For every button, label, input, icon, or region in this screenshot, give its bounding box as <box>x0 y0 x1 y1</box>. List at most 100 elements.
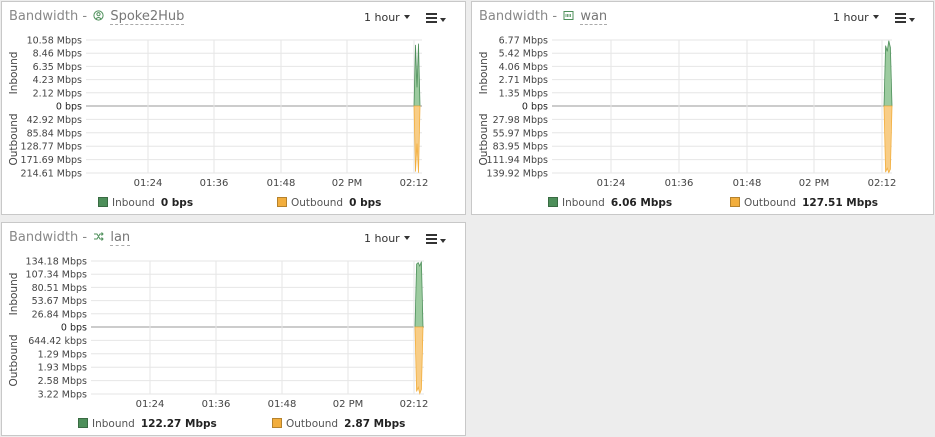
title-prefix: Bandwidth - <box>9 230 88 245</box>
interface-link[interactable]: wan <box>580 9 608 25</box>
y-tick-label: 5.42 Mbps <box>499 49 548 60</box>
inbound-swatch <box>98 197 108 207</box>
shuffle-icon <box>93 231 104 242</box>
x-tick-label: 02 PM <box>333 399 364 410</box>
y-tick-label: 1.35 Mbps <box>499 88 548 99</box>
chart-legend-outbound: Outbound 2.87 Mbps <box>272 418 405 430</box>
y-tick-label: 134.18 Mbps <box>26 257 88 268</box>
chart-legend: Inbound 0 bps <box>98 197 193 209</box>
y-tick-label: 6.35 Mbps <box>33 62 82 73</box>
y-tick-label: 10.58 Mbps <box>27 36 82 47</box>
caret-down-icon <box>872 15 879 19</box>
chart-legend-outbound: Outbound 0 bps <box>277 197 381 209</box>
ethernet-icon <box>563 10 574 21</box>
inbound-swatch <box>78 418 88 428</box>
time-range-dropdown[interactable]: 1 hour <box>833 11 879 24</box>
inbound-swatch <box>548 197 558 207</box>
y-tick-label: 6.77 Mbps <box>499 36 548 47</box>
outbound-area <box>413 105 421 173</box>
y-tick-label: 42.92 Mbps <box>27 115 82 126</box>
outbound-axis-title: Outbound <box>478 113 490 165</box>
y-tick-label: 3.22 Mbps <box>38 390 87 401</box>
y-tick-label: 53.67 Mbps <box>32 296 87 307</box>
x-tick-label: 01:48 <box>268 399 297 410</box>
bandwidth-widget-lan: Bandwidth - lan 1 hour 134.18 Mbps 107.34… <box>1 222 466 436</box>
y-tick-label: 4.06 Mbps <box>499 62 548 73</box>
x-tick-label: 01:48 <box>267 178 296 189</box>
legend-outbound-label[interactable]: Outbound <box>291 197 344 209</box>
title-prefix: Bandwidth - <box>479 9 558 24</box>
x-tick-label: 02:12 <box>400 399 429 410</box>
hamburger-icon <box>426 13 437 25</box>
y-tick-label: 107.34 Mbps <box>26 270 88 281</box>
x-tick-label: 01:24 <box>134 178 163 189</box>
y-tick-label: 171.69 Mbps <box>21 155 83 166</box>
y-tick-label: 27.98 Mbps <box>493 115 548 126</box>
legend-inbound-value: 6.06 Mbps <box>610 197 673 209</box>
interface-link[interactable]: Spoke2Hub <box>110 9 185 25</box>
time-range-label: 1 hour <box>833 11 869 24</box>
y-tick-label: 1.29 Mbps <box>38 349 87 360</box>
outbound-swatch <box>272 418 282 428</box>
inbound-area <box>883 40 893 107</box>
inbound-axis-title: Inbound <box>8 52 20 95</box>
widget-menu-button[interactable] <box>895 11 915 30</box>
caret-down-icon <box>440 18 446 22</box>
chart-legend: Inbound 6.06 Mbps <box>548 197 672 209</box>
y-tick-label: 2.12 Mbps <box>33 88 82 99</box>
vpn-icon <box>93 10 104 21</box>
y-tick-label: 0 bps <box>61 323 87 334</box>
y-tick-label: 4.23 Mbps <box>33 75 82 86</box>
legend-inbound-value: 0 bps <box>160 197 194 209</box>
bandwidth-chart: 134.18 Mbps 107.34 Mbps 80.51 Mbps 53.67 Mb… <box>8 257 429 411</box>
outbound-area <box>883 105 893 174</box>
x-tick-label: 01:36 <box>665 178 694 189</box>
y-tick-label: 8.46 Mbps <box>33 49 82 60</box>
widget-menu-button[interactable] <box>426 232 446 251</box>
y-tick-label: 644.42 kbps <box>28 336 87 347</box>
time-range-dropdown[interactable]: 1 hour <box>364 11 410 24</box>
caret-down-icon <box>440 239 446 243</box>
legend-inbound-label[interactable]: Inbound <box>112 197 155 209</box>
widget-header: Bandwidth - lan 1 hour <box>2 223 465 251</box>
widget-title: Bandwidth - lan <box>9 230 131 246</box>
caret-down-icon <box>403 236 410 240</box>
chart-legend-outbound: Outbound 127.51 Mbps <box>730 197 878 209</box>
y-tick-label: 111.94 Mbps <box>487 155 549 166</box>
legend-inbound-value: 122.27 Mbps <box>140 418 217 430</box>
y-tick-label: 2.71 Mbps <box>499 75 548 86</box>
legend-inbound-label[interactable]: Inbound <box>92 418 135 430</box>
x-tick-label: 02 PM <box>332 178 363 189</box>
y-tick-label: 85.84 Mbps <box>27 128 82 139</box>
legend-outbound-label[interactable]: Outbound <box>286 418 339 430</box>
x-tick-label: 02:12 <box>868 178 897 189</box>
widget-header: Bandwidth - Spoke2Hub 1 hour <box>2 2 465 30</box>
bandwidth-chart: 10.58 Mbps 8.46 Mbps 6.35 Mbps 4.23 Mbps 2.1… <box>8 36 429 190</box>
caret-down-icon <box>403 15 410 19</box>
legend-inbound-label[interactable]: Inbound <box>562 197 605 209</box>
x-tick-label: 01:36 <box>200 178 229 189</box>
legend-outbound-label[interactable]: Outbound <box>744 197 797 209</box>
y-tick-label: 128.77 Mbps <box>21 142 83 153</box>
inbound-area <box>414 261 424 328</box>
outbound-axis-title: Outbound <box>8 334 20 386</box>
hamburger-icon <box>895 13 906 25</box>
x-tick-label: 02:12 <box>400 178 429 189</box>
widget-title: Bandwidth - Spoke2Hub <box>9 9 185 25</box>
y-tick-label: 0 bps <box>522 102 548 113</box>
y-tick-label: 26.84 Mbps <box>32 309 87 320</box>
y-tick-label: 214.61 Mbps <box>21 169 83 180</box>
time-range-label: 1 hour <box>364 232 400 245</box>
time-range-dropdown[interactable]: 1 hour <box>364 232 410 245</box>
legend-outbound-value: 0 bps <box>349 197 382 209</box>
outbound-swatch <box>730 197 740 207</box>
widget-header: Bandwidth - wan 1 hour <box>472 2 933 30</box>
outbound-area <box>414 326 424 395</box>
caret-down-icon <box>909 18 915 22</box>
bandwidth-chart: 6.77 Mbps 5.42 Mbps 4.06 Mbps 2.71 Mbps 1.35… <box>478 36 897 190</box>
y-tick-label: 1.93 Mbps <box>38 363 87 374</box>
y-tick-label: 83.95 Mbps <box>493 142 548 153</box>
widget-menu-button[interactable] <box>426 11 446 30</box>
interface-link[interactable]: lan <box>110 230 131 246</box>
chart-legend: Inbound 122.27 Mbps <box>78 418 217 430</box>
